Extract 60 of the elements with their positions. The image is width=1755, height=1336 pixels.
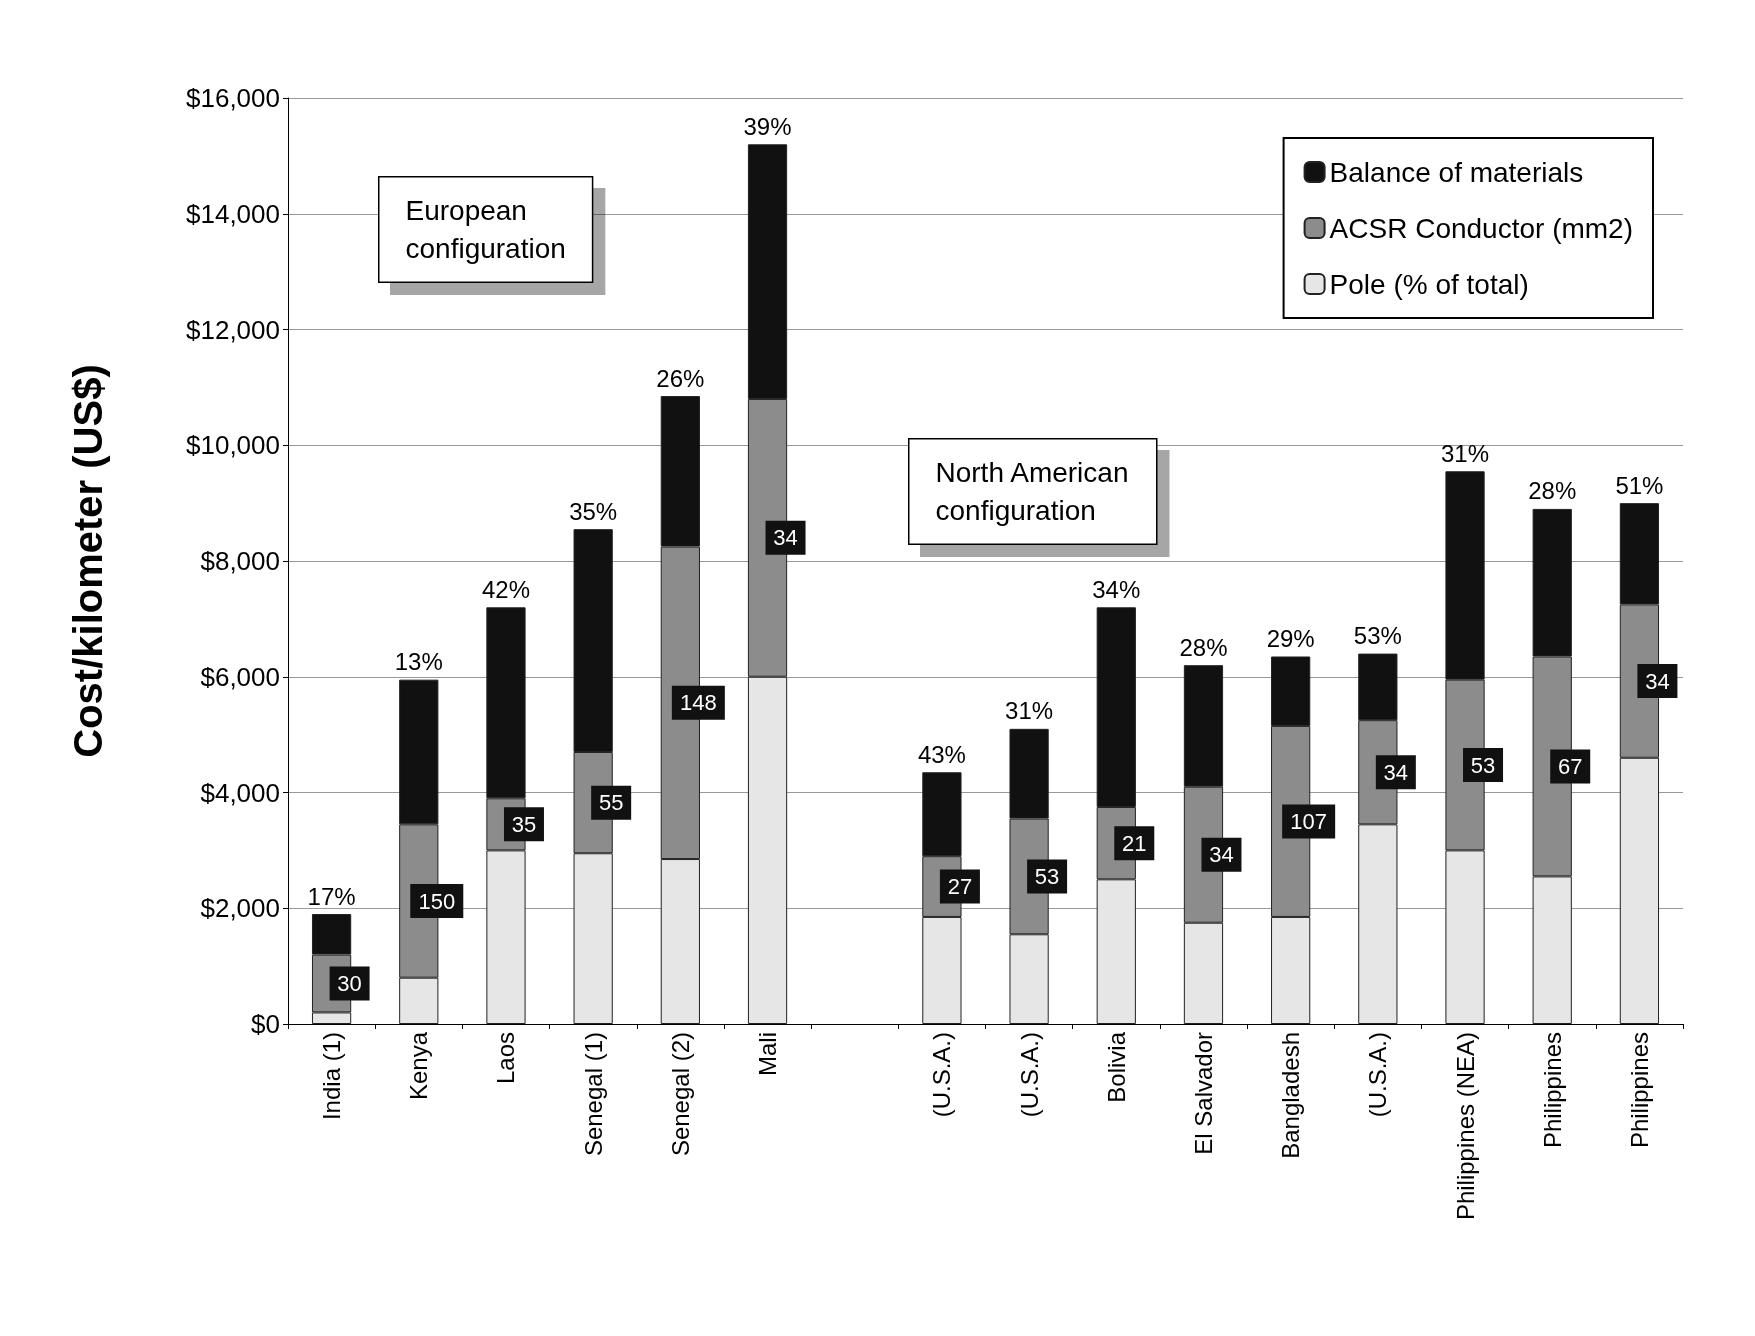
annotation: 43% (917, 740, 966, 768)
x-tick-label: Laos (492, 1032, 520, 1085)
x-tick-label: Mali (754, 1032, 782, 1077)
annotation: 53% (1353, 622, 1402, 650)
legend-label: Pole (% of total) (1329, 268, 1529, 300)
annotation: 53 (1034, 863, 1060, 889)
annotation: European configuration (405, 195, 566, 264)
y-tick-label: $10,000 (186, 430, 280, 461)
annotation: 29% (1266, 624, 1315, 652)
x-tick-label: Bangladesh (1277, 1032, 1305, 1159)
annotation: 51% (1615, 471, 1664, 499)
y-tick-label: $0 (251, 1009, 280, 1039)
x-tick-label: Philippines (NEA) (1451, 1032, 1479, 1221)
y-tick-label: $14,000 (186, 198, 280, 229)
annotation: 30 (337, 970, 362, 996)
x-tick-label: India (1) (318, 1032, 346, 1121)
annotation: 67 (1557, 753, 1583, 779)
x-tick-label: (U.S.A.) (1364, 1032, 1392, 1118)
annotation: North American configuration (935, 457, 1129, 526)
annotation: 39% (743, 112, 792, 140)
y-tick-label: $6,000 (200, 661, 280, 692)
annotation: 150 (418, 888, 456, 914)
annotation: 28% (1528, 477, 1577, 505)
x-tick-label: (U.S.A.) (928, 1032, 956, 1118)
x-tick-label: Bolivia (1102, 1031, 1130, 1103)
annotation: 27 (947, 874, 973, 900)
annotation: 26% (656, 364, 705, 392)
x-tick-label: Senegal (2) (666, 1032, 694, 1157)
annotation: 107 (1290, 808, 1328, 834)
annotation: 34 (1383, 759, 1409, 785)
annotation: 42% (481, 575, 530, 603)
annotation: 28% (1179, 633, 1228, 661)
annotation: 34% (1092, 575, 1141, 603)
x-tick-label: Kenya (405, 1031, 433, 1101)
annotation: 34 (1209, 842, 1234, 868)
annotation: 21 (1122, 830, 1147, 856)
annotation: 17% (307, 882, 356, 910)
annotation: 35% (569, 497, 618, 525)
x-tick-label: Philippines (1625, 1032, 1653, 1149)
y-tick-label: $12,000 (186, 314, 280, 345)
annotation: 34 (773, 525, 798, 551)
y-tick-label: $2,000 (200, 893, 280, 924)
y-tick-label: $8,000 (200, 546, 280, 576)
annotation: 35 (511, 811, 537, 837)
annotation: 148 (679, 690, 717, 716)
annotation: 55 (598, 790, 624, 816)
x-tick-label: Philippines (1538, 1032, 1566, 1149)
y-tick-label: $4,000 (200, 777, 280, 808)
annotation: 13% (394, 648, 443, 676)
x-tick-label: (U.S.A.) (1015, 1032, 1043, 1118)
legend-label: Balance of materials (1329, 156, 1584, 188)
legend-label: ACSR Conductor (mm2) (1329, 212, 1633, 244)
annotation: 34 (1645, 668, 1670, 694)
x-tick-label: Senegal (1) (579, 1032, 607, 1157)
annotation: 53 (1470, 752, 1496, 778)
x-tick-label: El Salvador (1189, 1032, 1217, 1155)
y-tick-label: $16,000 (186, 83, 280, 113)
y-axis-title: Cost/kilometer (US$) (66, 364, 110, 758)
annotation: 31% (1005, 697, 1054, 725)
annotation: 31% (1441, 439, 1490, 467)
